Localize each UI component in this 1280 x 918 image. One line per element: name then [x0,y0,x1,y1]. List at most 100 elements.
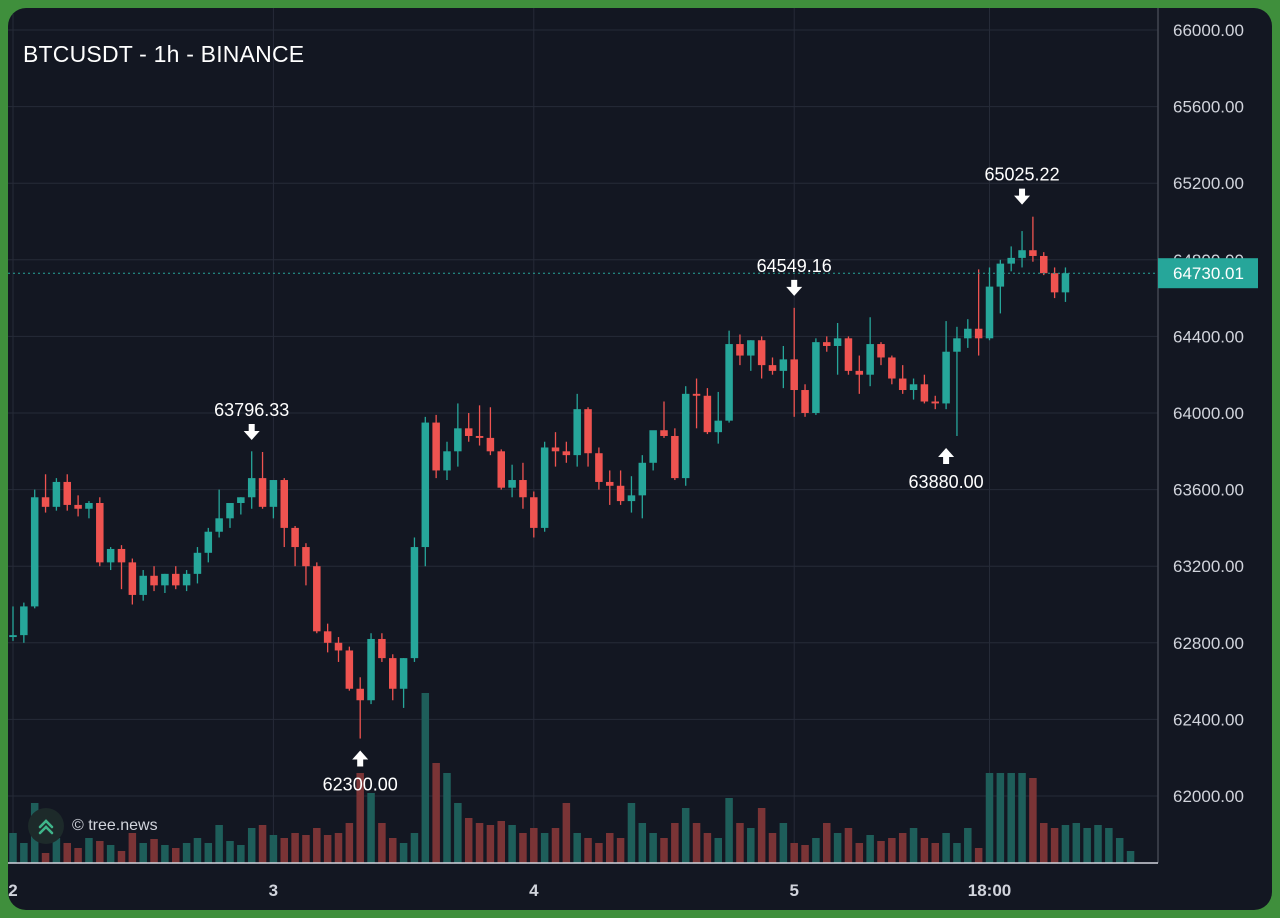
candle-body [877,344,885,358]
watermark-text: © tree.news [72,817,158,834]
volume-bar [345,823,354,863]
candle-body [161,573,169,586]
arrow-down-icon [243,424,260,441]
y-tick-label: 62000.00 [1173,787,1244,806]
candle-body [964,328,972,339]
candle-body [779,359,788,371]
candle-body [953,338,961,352]
candle-body [649,430,657,463]
candle-body [790,359,798,391]
price-annotations: 63796.33 62300.00 64549.16 63880.00 65025.22 [214,165,1059,795]
candle-body [313,566,321,632]
candle-body [291,527,299,548]
candle-body [703,395,712,433]
volume-bar [161,845,169,863]
volume-bar [964,828,972,863]
candle-body [627,495,636,502]
volume-bar [215,825,223,863]
volume-bar [812,838,820,863]
volume-bar [790,843,798,863]
candle-body [486,437,495,452]
candle-body [399,658,408,689]
y-tick-label: 64400.00 [1173,327,1244,346]
volume-bar [1083,828,1091,863]
candle-body [258,478,267,507]
candle-body [833,338,842,346]
volume-bar [182,843,191,863]
volume-bar [280,838,288,863]
volume-bar [519,833,527,863]
candle-body [974,328,983,339]
volume-bar [681,808,690,863]
candle-body [747,340,755,356]
watermark: © tree.news [28,808,158,844]
volume-bars [9,693,1135,863]
volume-bar [931,843,939,863]
candle-body [562,451,571,456]
volume-bar [128,833,137,863]
volume-bar [920,838,929,863]
candle-body [117,548,126,563]
volume-bar [996,773,1005,863]
volume-bar [823,823,831,863]
volume-bar [139,843,147,863]
volume-bar [1105,828,1113,863]
candle-body [812,342,820,413]
volume-bar [20,843,28,863]
volume-bar [530,828,538,863]
candle-body [106,548,115,563]
volume-bar [692,823,701,863]
volume-bar [508,825,516,863]
candle-body [410,547,419,659]
candle-body [692,393,701,396]
volume-bar [237,845,245,863]
candle-body [1061,273,1070,293]
candle-body [454,428,462,452]
volume-bar [313,828,321,863]
candle-body [215,518,223,532]
volume-bar [540,833,549,863]
candle-body [671,435,679,479]
candle-body [736,344,744,356]
candle-body [9,635,17,638]
candle-body [378,638,386,659]
high-annotation-label: 63796.33 [214,400,289,420]
volume-bar [356,773,364,863]
high-annotation-label: 65025.22 [985,165,1060,185]
volume-bar [616,838,625,863]
y-tick-label: 64000.00 [1173,404,1244,423]
candle-body [985,286,994,339]
current-price-label-bg [1158,258,1258,289]
candle-body [30,497,39,607]
volume-bar [41,853,50,863]
candle-body [1018,250,1026,258]
volume-bar [1050,828,1059,863]
volume-bar [551,828,560,863]
volume-bar [150,839,158,863]
candles [9,216,1070,739]
x-tick-label: 3 [269,881,278,900]
candle-body [96,503,104,563]
candle-body [85,503,93,509]
candle-body [768,365,777,371]
volume-bar [106,845,115,863]
low-annotation-label: 62300.00 [323,775,398,795]
candlestick-chart[interactable]: 63796.33 62300.00 64549.16 63880.00 65025.22… [8,8,1272,910]
candle-body [725,344,733,421]
volume-bar [1094,825,1102,863]
candle-body [638,462,647,496]
volume-bar [63,843,71,863]
arrow-up-icon [938,447,955,464]
low-annotation-label: 63880.00 [909,472,984,492]
candle-body [139,575,147,595]
volume-bar [497,821,505,863]
volume-bar [1115,838,1124,863]
volume-bar [855,843,864,863]
volume-bar [486,825,495,863]
candle-body [367,638,375,701]
candle-body [855,370,864,375]
candle-body [63,481,71,505]
candle-body [443,451,451,471]
volume-bar [475,823,484,863]
candle-body [432,422,440,471]
